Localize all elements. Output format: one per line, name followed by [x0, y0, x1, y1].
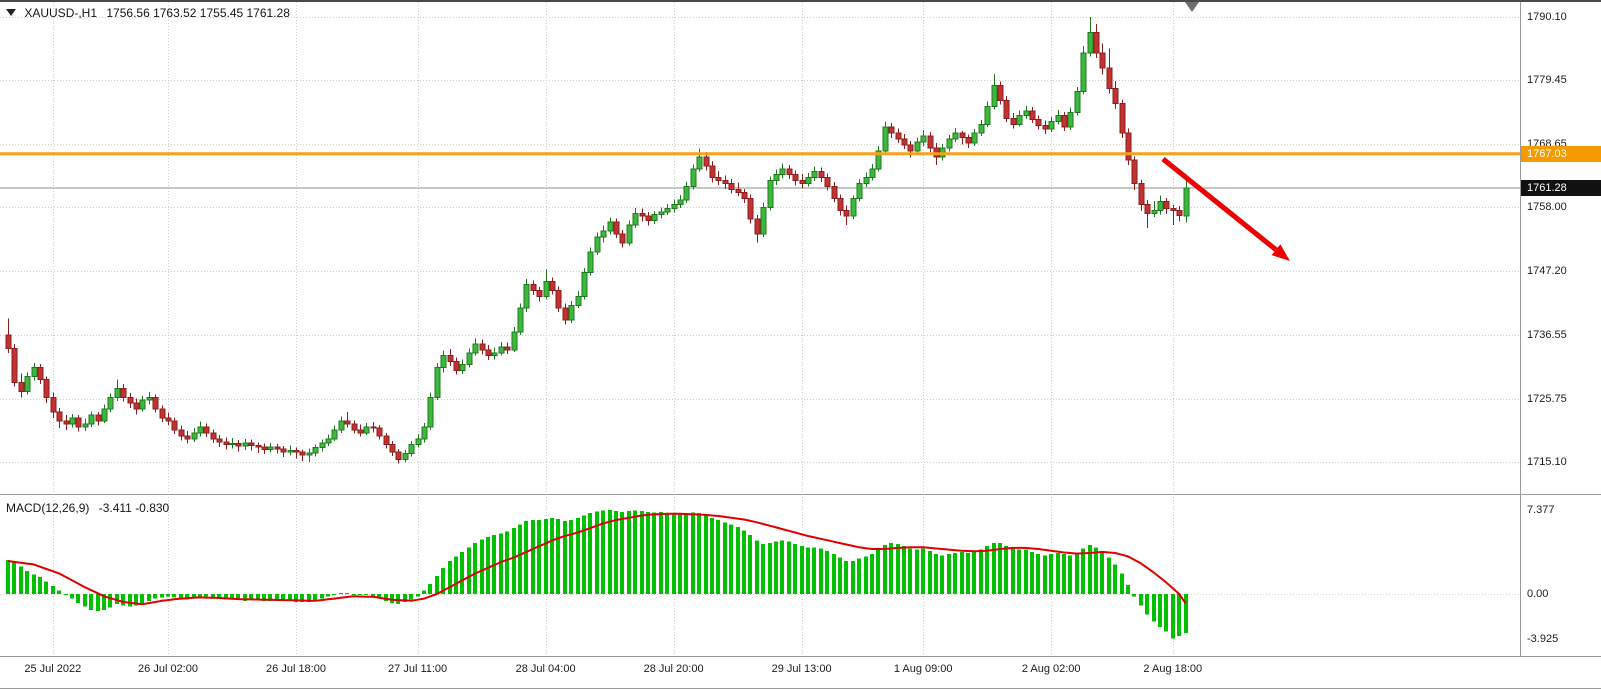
price-tick-label: 1779.45	[1527, 74, 1567, 87]
price-tick-label: 1758.00	[1527, 201, 1567, 214]
ohlc-values: 1756.56 1763.52 1755.45 1761.28	[106, 5, 290, 20]
macd-tick-label: -3.925	[1527, 632, 1559, 645]
orange-line-price-tag: 1767.03	[1521, 145, 1601, 162]
macd-tick-label: 7.377	[1527, 504, 1555, 517]
price-tick-label: 1790.10	[1527, 10, 1567, 23]
last-price-tag: 1761.28	[1521, 179, 1601, 196]
symbol-timeframe-label: XAUUSD-,H1	[24, 5, 98, 20]
grid-lines	[0, 2, 1520, 656]
candles-layer	[5, 16, 1190, 464]
time-tick-label: 25 Jul 2022	[24, 663, 82, 675]
trend-arrow-annotation	[1161, 157, 1290, 261]
time-tick-label: 29 Jul 13:00	[771, 663, 832, 675]
time-tick-label: 2 Aug 18:00	[1143, 663, 1203, 675]
macd-histogram-layer	[6, 510, 1188, 639]
macd-tick-label: 0.00	[1527, 588, 1549, 600]
window-top-edge	[0, 0, 1601, 2]
pane-separators	[0, 0, 1601, 657]
macd-values: -3.411 -0.830	[98, 501, 170, 515]
price-tick-label: 1715.10	[1527, 455, 1567, 468]
macd-name: MACD(12,26,9)	[6, 501, 90, 515]
time-tick-label: 28 Jul 20:00	[643, 663, 704, 675]
time-tick-label: 2 Aug 02:00	[1021, 663, 1081, 675]
symbol-dropdown-icon[interactable]	[6, 9, 16, 17]
macd-indicator-label: MACD(12,26,9) -3.411 -0.830	[6, 501, 169, 515]
price-tick-label: 1736.55	[1527, 328, 1567, 341]
price-tick-label: 1747.20	[1527, 265, 1567, 278]
price-tick-label: 1725.75	[1527, 392, 1567, 405]
time-tick-label: 27 Jul 11:00	[388, 663, 448, 675]
symbol-ohlc-header: XAUUSD-,H1 1756.56 1763.52 1755.45 1761.…	[6, 5, 290, 20]
time-tick-label: 26 Jul 18:00	[266, 663, 326, 675]
chart-shift-marker-icon[interactable]	[1185, 2, 1199, 12]
macd-signal-line	[7, 512, 1187, 606]
time-tick-label: 1 Aug 09:00	[893, 663, 953, 675]
time-tick-label: 26 Jul 02:00	[138, 663, 198, 675]
time-tick-label: 28 Jul 04:00	[515, 663, 576, 675]
